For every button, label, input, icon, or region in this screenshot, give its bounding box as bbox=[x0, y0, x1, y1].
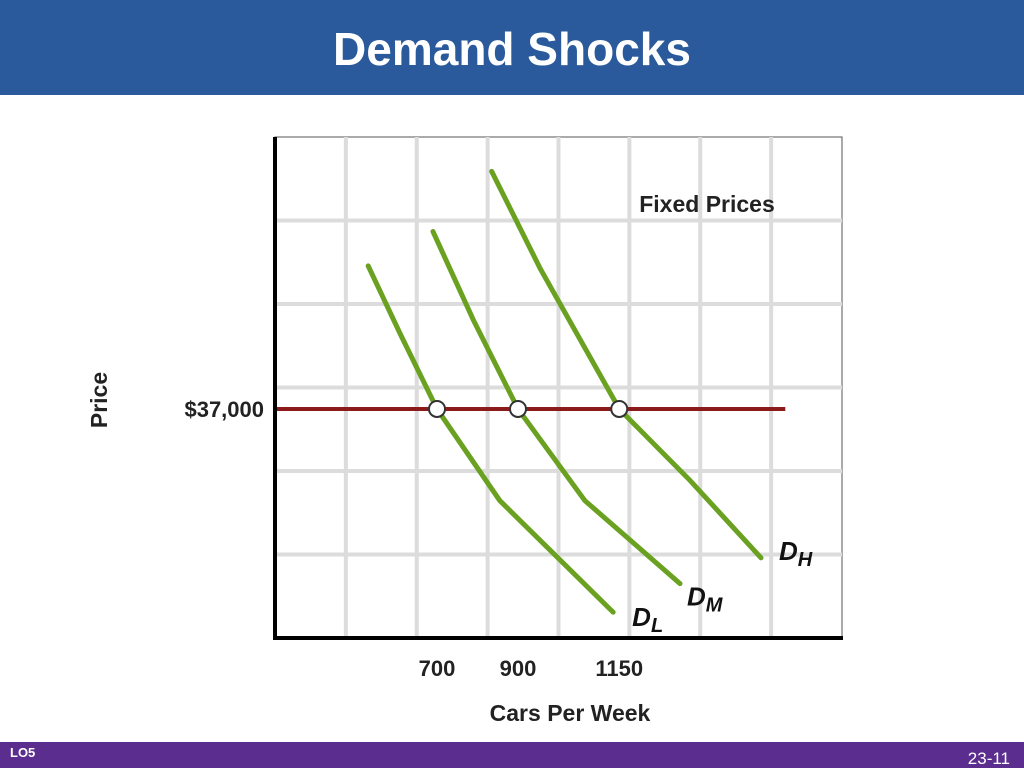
x-tick-label: 900 bbox=[500, 656, 537, 681]
curve-label: DL bbox=[632, 602, 663, 637]
curve-label-name: D bbox=[779, 536, 798, 566]
intersection-point bbox=[509, 399, 527, 418]
curve-label: DH bbox=[779, 536, 813, 571]
curve-label: DM bbox=[687, 582, 724, 617]
curve-label-subscript: M bbox=[706, 595, 724, 617]
curve-label-name: D bbox=[687, 582, 706, 612]
x-axis-label: Cars Per Week bbox=[490, 700, 651, 726]
x-tick-label: 1150 bbox=[595, 656, 643, 681]
curve-label-subscript: L bbox=[651, 615, 663, 637]
footer-left: LO5 bbox=[10, 745, 35, 760]
grid bbox=[275, 137, 842, 638]
header-band bbox=[0, 0, 1024, 95]
curve-label-subscript: H bbox=[798, 549, 813, 571]
curve-label-name: D bbox=[632, 602, 651, 632]
footer-right: 23-11 bbox=[968, 749, 1010, 768]
footer-band bbox=[0, 742, 1024, 768]
plot bbox=[275, 168, 786, 615]
intersection-point bbox=[428, 399, 446, 418]
slide-title: Demand Shocks bbox=[333, 23, 691, 75]
intersection-point bbox=[610, 399, 629, 418]
x-tick-label: 700 bbox=[419, 656, 456, 681]
y-tick-label: $37,000 bbox=[184, 397, 264, 422]
annotation: Fixed Prices bbox=[639, 191, 775, 217]
y-axis-label: Price bbox=[86, 372, 112, 428]
